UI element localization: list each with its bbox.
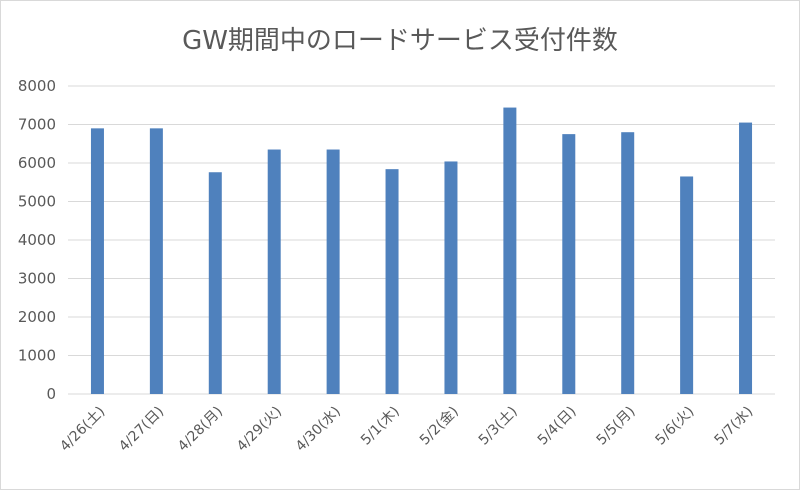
x-tick-label: 4/28(月) [175, 404, 226, 455]
y-tick-label: 2000 [18, 308, 56, 326]
y-tick-label: 4000 [18, 231, 56, 249]
bar [267, 149, 281, 394]
bar [444, 161, 458, 394]
y-tick-label: 8000 [18, 77, 56, 95]
bar [739, 122, 753, 394]
x-tick-label: 5/4(日) [535, 404, 580, 449]
bar [90, 128, 104, 394]
x-tick-label: 4/30(水) [293, 404, 344, 455]
y-tick-label: 0 [46, 385, 56, 403]
x-tick-label: 4/29(火) [234, 404, 285, 455]
y-tick-label: 3000 [18, 270, 56, 288]
bar [621, 132, 635, 394]
x-tick-label: 5/5(月) [594, 404, 639, 449]
x-tick-label: 4/27(日) [116, 404, 167, 455]
bar [680, 176, 694, 394]
bar [503, 107, 517, 394]
bar [326, 149, 340, 394]
bar [385, 169, 399, 394]
x-tick-label: 5/7(水) [711, 404, 756, 449]
bar [208, 172, 222, 394]
x-tick-label: 5/2(金) [417, 404, 462, 449]
bar [562, 134, 576, 394]
y-tick-label: 5000 [18, 193, 56, 211]
y-tick-label: 1000 [18, 347, 56, 365]
y-tick-label: 7000 [18, 116, 56, 134]
x-tick-label: 4/26(土) [57, 404, 108, 455]
y-tick-label: 6000 [18, 154, 56, 172]
bar [149, 128, 163, 394]
x-tick-label: 5/6(火) [653, 404, 698, 449]
x-tick-label: 5/1(木) [358, 404, 403, 449]
chart-title: GW期間中のロードサービス受付件数 [182, 26, 618, 56]
x-tick-label: 5/3(土) [476, 404, 521, 449]
